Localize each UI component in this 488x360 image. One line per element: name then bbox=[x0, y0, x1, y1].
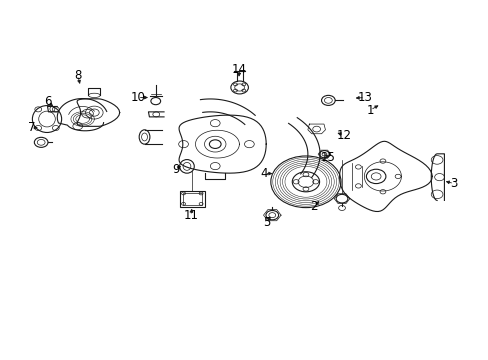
Text: 13: 13 bbox=[357, 91, 372, 104]
Bar bbox=[179, 190, 204, 207]
Text: 5: 5 bbox=[263, 216, 270, 229]
Text: 10: 10 bbox=[130, 91, 145, 104]
Text: 7: 7 bbox=[28, 121, 35, 134]
Bar bbox=[182, 193, 202, 204]
Text: 8: 8 bbox=[74, 69, 81, 82]
Text: 1: 1 bbox=[366, 104, 373, 117]
Text: 4: 4 bbox=[260, 167, 268, 180]
Text: 11: 11 bbox=[183, 210, 198, 222]
Polygon shape bbox=[430, 154, 444, 201]
Text: 12: 12 bbox=[336, 129, 351, 142]
Text: 9: 9 bbox=[172, 163, 179, 176]
Polygon shape bbox=[77, 99, 120, 126]
Text: 2: 2 bbox=[310, 201, 317, 213]
Text: 15: 15 bbox=[320, 151, 335, 164]
Text: 14: 14 bbox=[232, 63, 246, 76]
Polygon shape bbox=[339, 141, 431, 212]
Polygon shape bbox=[179, 115, 265, 173]
Text: 3: 3 bbox=[449, 177, 457, 190]
Text: 6: 6 bbox=[44, 95, 52, 108]
